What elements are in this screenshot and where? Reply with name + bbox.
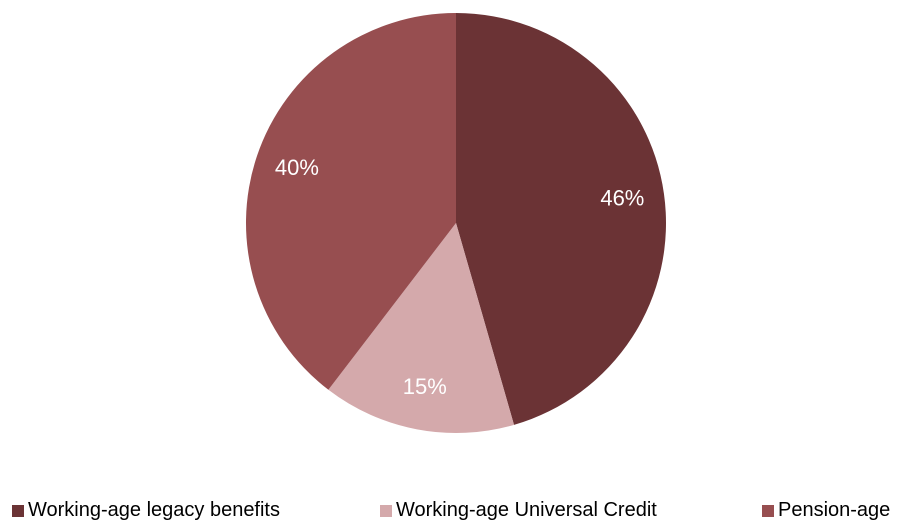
legend-label-legacy: Working-age legacy benefits — [28, 499, 280, 521]
pie-data-label-universal-credit: 15% — [403, 374, 447, 399]
pie-data-label-legacy: 46% — [600, 185, 644, 210]
legend-item-universal-credit: Working-age Universal Credit — [380, 499, 657, 522]
pie-chart-svg: 46% 15% 40% — [245, 13, 666, 433]
pie-slice-universal-credit — [328, 223, 515, 433]
legend-swatch-pension-age — [762, 504, 774, 517]
legend-item-legacy: Working-age legacy benefits — [12, 499, 280, 522]
chart-legend: Working-age legacy benefits Working-age … — [0, 499, 911, 529]
legend-label-universal-credit: Working-age Universal Credit — [396, 499, 657, 521]
pie-slice-legacy — [456, 13, 666, 425]
pie-chart: 46% 15% 40% — [245, 13, 666, 433]
pie-slice-pension-age — [245, 13, 456, 390]
legend-swatch-legacy — [12, 504, 24, 517]
legend-label-pension-age: Pension-age — [778, 499, 891, 521]
pie-data-label-pension-age: 40% — [275, 155, 319, 180]
legend-swatch-universal-credit — [380, 504, 392, 517]
legend-item-pension-age: Pension-age — [762, 499, 890, 522]
